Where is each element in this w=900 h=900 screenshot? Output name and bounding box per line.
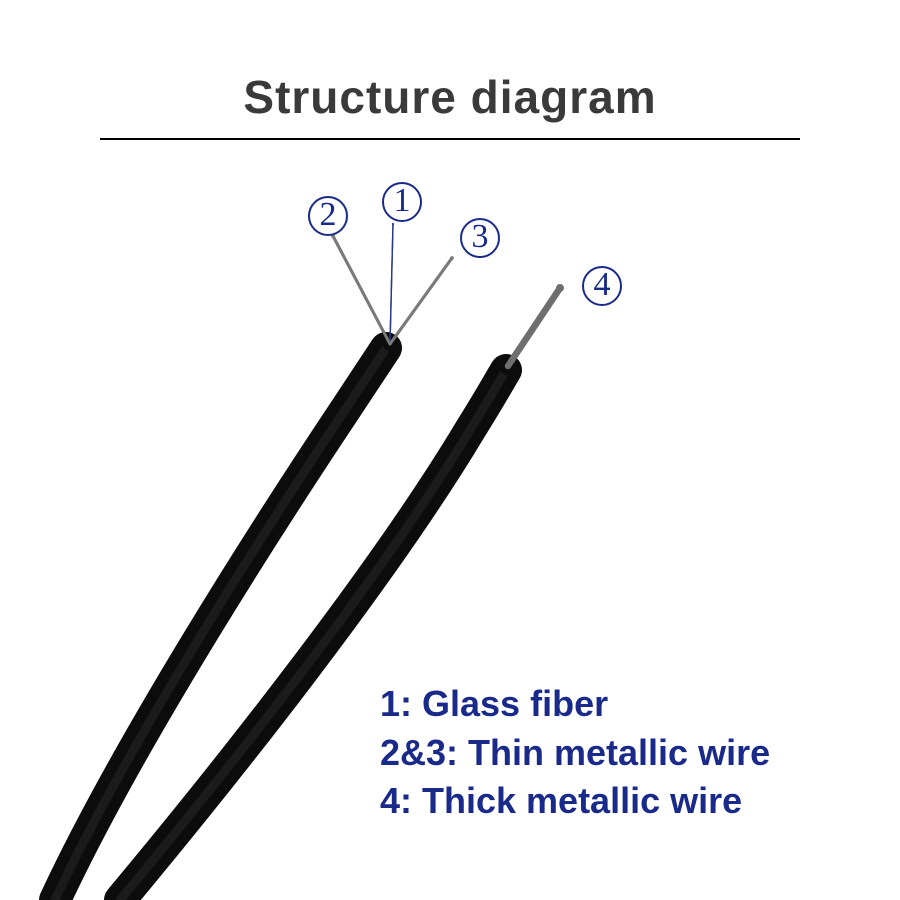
diagram-stage: Structure diagram 2134 1: Glass fiber 2&… — [0, 0, 900, 900]
callout-3: 3 — [460, 218, 500, 258]
callout-circle-3: 3 — [460, 218, 500, 258]
callout-circle-2: 2 — [308, 196, 348, 236]
callout-2: 2 — [308, 196, 348, 236]
legend-line: 4: Thick metallic wire — [380, 777, 770, 826]
legend-line: 1: Glass fiber — [380, 680, 770, 729]
callout-circle-4: 4 — [582, 266, 622, 306]
legend-line: 2&3: Thin metallic wire — [380, 729, 770, 778]
legend: 1: Glass fiber 2&3: Thin metallic wire 4… — [380, 680, 770, 826]
callout-4: 4 — [582, 266, 622, 306]
callout-1: 1 — [382, 182, 422, 222]
callout-circle-1: 1 — [382, 182, 422, 222]
